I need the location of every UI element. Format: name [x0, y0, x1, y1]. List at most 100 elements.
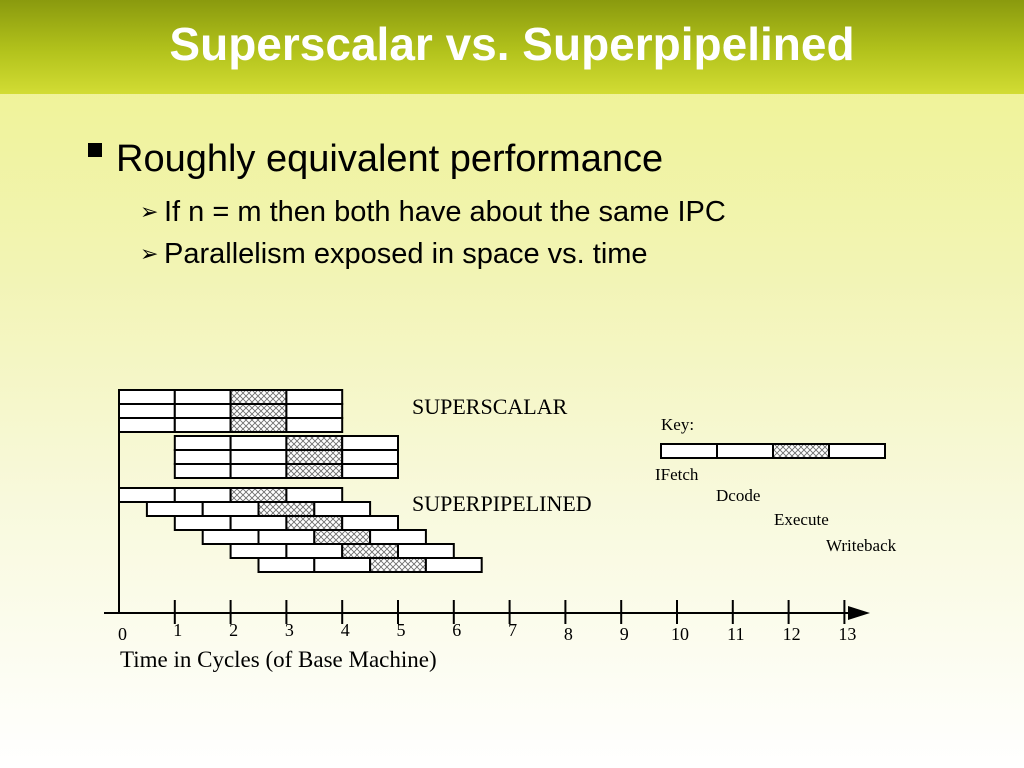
slide-title: Superscalar vs. Superpipelined	[169, 18, 855, 70]
axis-arrow-icon	[848, 606, 870, 620]
superpipelined-label: SUPERPIPELINED	[412, 491, 592, 516]
stage-execute-box	[369, 557, 427, 573]
tick-label: 1	[173, 620, 182, 640]
arrow-bullet-icon: ➢	[140, 241, 159, 266]
stage-dcode-box	[201, 501, 260, 517]
stage-writeback-box	[285, 389, 344, 405]
tick-label: 12	[783, 624, 801, 644]
stage-writeback-box	[341, 515, 400, 531]
tick-label: 5	[397, 620, 406, 640]
key-label: Key:	[661, 415, 694, 434]
superpipelined-instruction	[257, 557, 483, 573]
stage-execute-box	[285, 435, 344, 451]
stage-ifetch-box	[118, 417, 176, 433]
stage-writeback-box	[285, 417, 344, 433]
stage-dcode-box	[229, 449, 288, 465]
stage-dcode-box	[173, 389, 232, 405]
arrow-bullet-icon: ➢	[140, 199, 159, 224]
stage-dcode-box	[229, 435, 288, 451]
stage-dcode-box	[173, 417, 232, 433]
stage-ifetch-box	[229, 543, 288, 559]
tick-label: 4	[341, 620, 350, 640]
tick-label: 7	[508, 620, 517, 640]
superscalar-instruction	[173, 463, 400, 479]
stage-ifetch-box	[173, 449, 232, 465]
stage-label-execute: Execute	[774, 510, 829, 529]
stage-ifetch-box	[173, 463, 232, 479]
tick-label: 2	[229, 620, 238, 640]
stage-dcode-box	[313, 557, 372, 573]
bullet-text: If n = m then both have about the same I…	[164, 196, 726, 228]
superpipelined-instruction	[201, 529, 427, 545]
tick-label: 0	[118, 624, 127, 644]
axis-title: Time in Cycles (of Base Machine)	[120, 647, 437, 672]
time-axis	[104, 390, 870, 620]
tick-label: 11	[727, 624, 744, 644]
stage-label-ifetch: IFetch	[655, 465, 699, 484]
stage-ifetch-box	[145, 501, 204, 517]
stage-dcode-box	[229, 463, 288, 479]
tick-label: 9	[620, 624, 629, 644]
stage-writeback-box	[424, 557, 483, 573]
superscalar-instruction	[118, 389, 344, 405]
superpipelined-instruction	[173, 515, 400, 531]
stage-dcode-box	[257, 529, 316, 545]
stage-execute-box	[257, 501, 316, 517]
bullet-text: Roughly equivalent performance	[116, 138, 664, 180]
stage-writeback-box	[285, 403, 344, 419]
square-bullet-icon	[88, 143, 102, 157]
tick-label: 8	[564, 624, 573, 644]
stage-execute-box	[285, 449, 344, 465]
stage-execute-box	[229, 403, 288, 419]
superpipelined-instruction	[145, 501, 372, 517]
stage-ifetch-box	[118, 389, 176, 405]
stage-ifetch-box	[173, 435, 232, 451]
stage-execute-box	[341, 543, 400, 559]
tick-label: 13	[838, 624, 856, 644]
superscalar-label: SUPERSCALAR	[412, 394, 568, 419]
stage-dcode-box	[229, 515, 288, 531]
instruction-bars	[118, 389, 483, 573]
stage-label-dcode: Dcode	[716, 486, 760, 505]
superpipelined-instruction	[229, 543, 455, 559]
stage-dcode-box	[173, 403, 232, 419]
stage-execute-box	[229, 417, 288, 433]
axis-ticks: 0 1 2 3 4 5 6 7 8 9 10 11 12 13	[118, 600, 856, 644]
tick-label: 3	[285, 620, 294, 640]
superpipelined-instruction	[118, 487, 344, 503]
stage-dcode-box	[285, 543, 344, 559]
stage-execute-box	[285, 463, 344, 479]
stage-writeback-box	[341, 435, 400, 451]
stage-label-writeback: Writeback	[826, 536, 897, 555]
stage-execute-box	[313, 529, 372, 545]
stage-ifetch-box	[257, 557, 316, 573]
stage-execute-box	[229, 487, 288, 503]
stage-writeback-box	[397, 543, 455, 559]
stage-writeback-box	[313, 501, 372, 517]
stage-ifetch-box	[201, 529, 260, 545]
bullet-text: Parallelism exposed in space vs. time	[164, 238, 648, 270]
stage-writeback-box	[341, 449, 400, 465]
key-stage-ifetch-box	[660, 443, 718, 459]
stage-dcode-box	[173, 487, 232, 503]
stage-writeback-box	[369, 529, 427, 545]
tick-label: 6	[452, 620, 461, 640]
superscalar-instruction	[118, 417, 344, 433]
superscalar-instruction	[118, 403, 344, 419]
stage-ifetch-box	[118, 403, 176, 419]
stage-writeback-box	[285, 487, 344, 503]
key-stage-dcode-box	[716, 443, 774, 459]
stage-execute-box	[285, 515, 344, 531]
stage-ifetch-box	[118, 487, 176, 503]
superscalar-instruction	[173, 449, 400, 465]
bullet-level2: ➢ If n = m then both have about the same …	[140, 194, 726, 232]
superscalar-instruction	[173, 435, 400, 451]
tick-label: 10	[671, 624, 689, 644]
key-stage-execute-box	[772, 443, 830, 459]
bullet-level1: Roughly equivalent performance	[88, 136, 663, 182]
title-bar	[0, 0, 1024, 94]
stage-writeback-box	[341, 463, 400, 479]
stage-ifetch-box	[173, 515, 232, 531]
stage-execute-box	[229, 389, 288, 405]
